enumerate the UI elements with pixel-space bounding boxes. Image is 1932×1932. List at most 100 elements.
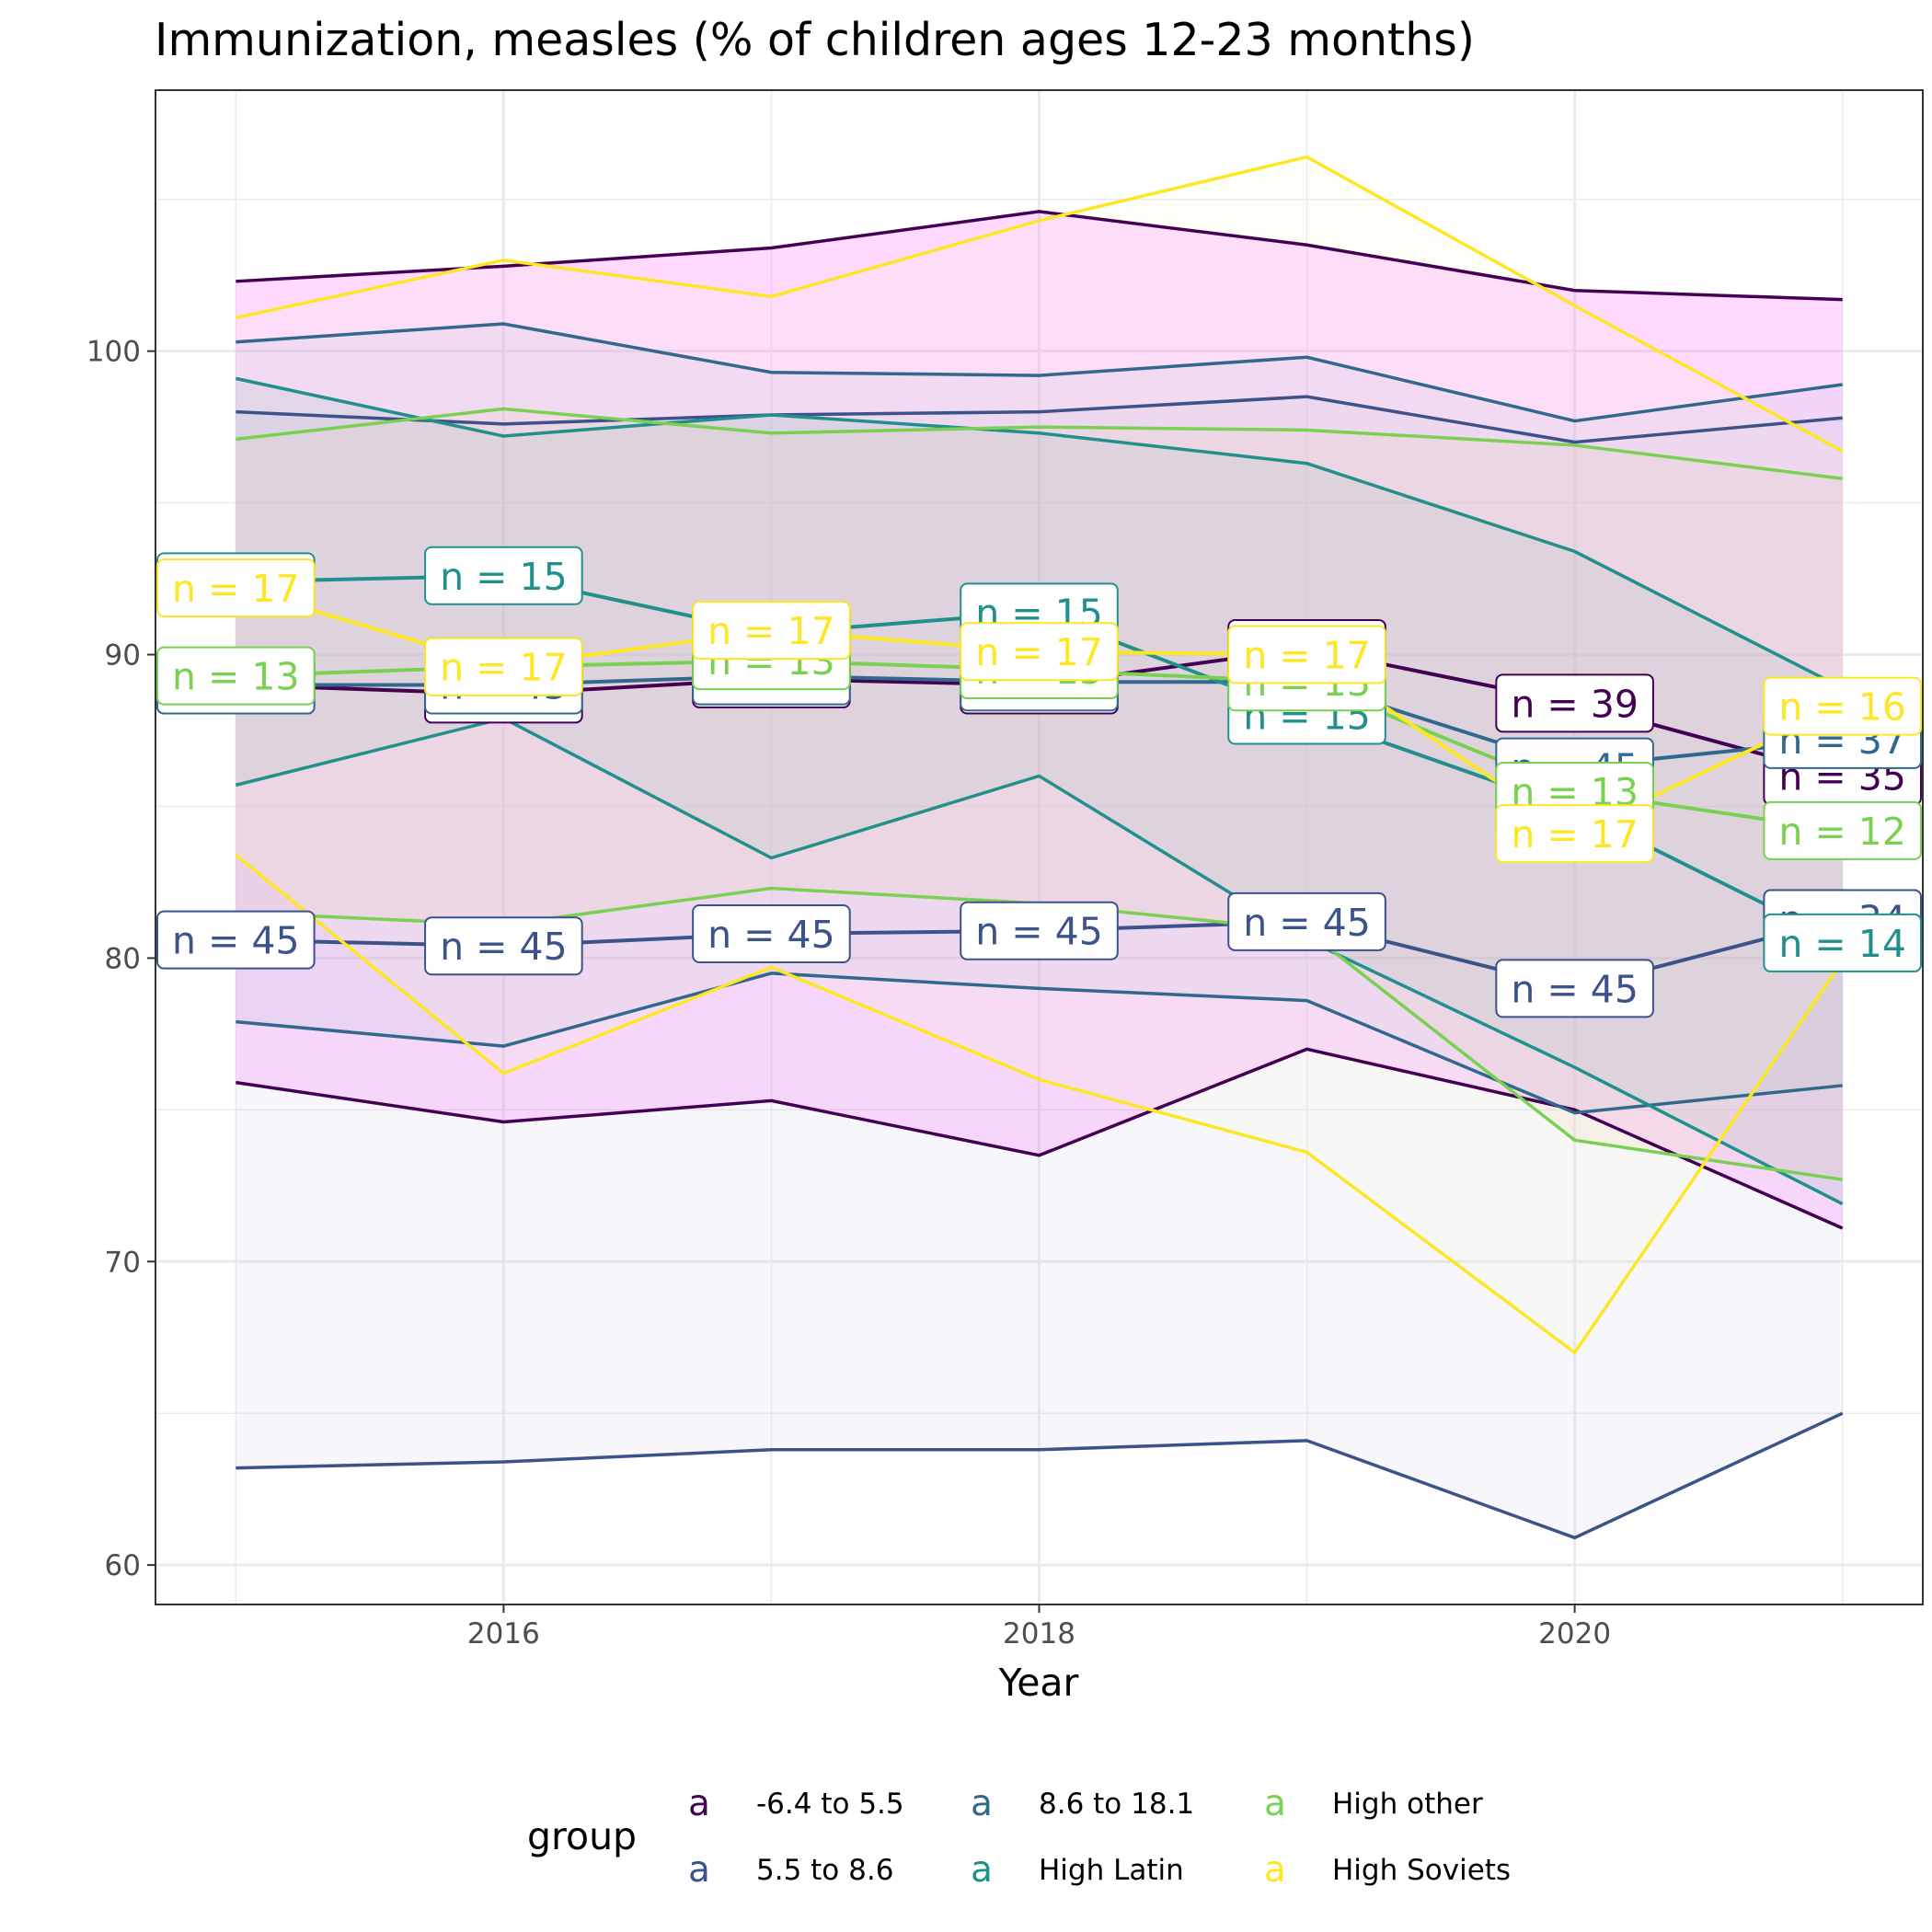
tick-layer: 60 70 80 90 100 2016 2018 2020 xyxy=(86,336,1611,1650)
y-tick-label: 60 xyxy=(105,1549,141,1582)
y-tick-label: 90 xyxy=(105,639,141,673)
chart-title: Immunization, measles (% of children age… xyxy=(155,14,1475,66)
y-tick-label: 100 xyxy=(86,336,141,369)
legend-key: a xyxy=(971,1849,993,1891)
legend-label: -6.4 to 5.5 xyxy=(756,1788,904,1821)
legend-key: a xyxy=(688,1783,710,1824)
n-label-box xyxy=(1763,676,1922,736)
legend-item-2: a 8.6 to 18.1 xyxy=(971,1783,1194,1824)
n-label-box xyxy=(424,546,583,605)
upper-line-1 xyxy=(236,395,1843,444)
n-label-text: n = 45 xyxy=(440,925,568,969)
n-label-box xyxy=(156,558,316,617)
n-label-text: n = 17 xyxy=(975,630,1103,674)
n-label-text: n = 15 xyxy=(440,555,568,599)
x-axis-title: Year xyxy=(998,1661,1079,1705)
x-tick-label: 2020 xyxy=(1538,1617,1611,1650)
legend-title: group xyxy=(527,1814,637,1858)
legend-item-4: a High other xyxy=(1264,1783,1483,1824)
legend-item-3: a High Latin xyxy=(971,1849,1184,1891)
n-label-text: n = 16 xyxy=(1778,685,1906,730)
n-label-box xyxy=(1227,625,1386,684)
legend-key: a xyxy=(688,1849,710,1891)
ribbon-0 xyxy=(236,211,1843,1228)
n-label-text: n = 45 xyxy=(172,919,300,963)
lower-line-2 xyxy=(236,972,1843,1115)
n-label-box xyxy=(1495,673,1654,733)
upper-line-0 xyxy=(236,210,1843,302)
legend-label: High other xyxy=(1332,1788,1483,1821)
n-label-box xyxy=(156,910,316,970)
ribbon-5 xyxy=(236,156,1843,1353)
n-label-5-0: n = 17 xyxy=(156,558,316,617)
n-label-box xyxy=(1495,804,1654,864)
n-label-box xyxy=(1227,891,1386,951)
x-tick-label: 2016 xyxy=(467,1617,540,1650)
grid-layer xyxy=(155,90,1923,1604)
n-label-1-4: n = 45 xyxy=(1227,891,1386,951)
n-label-box xyxy=(1495,959,1654,1018)
n-label-3-6: n = 14 xyxy=(1763,913,1922,972)
n-label-text: n = 12 xyxy=(1778,810,1906,854)
upper-line-3 xyxy=(235,376,1844,690)
legend: group a -6.4 to 5.5 a 5.5 to 8.6 a 8.6 to 18.… xyxy=(527,1783,1511,1891)
n-label-5-2: n = 17 xyxy=(692,601,851,661)
y-tick-label: 80 xyxy=(105,942,141,975)
legend-label: 8.6 to 18.1 xyxy=(1039,1788,1194,1821)
n-label-text: n = 39 xyxy=(1511,682,1639,726)
n-label-text: n = 45 xyxy=(975,910,1103,954)
legend-key: a xyxy=(1264,1849,1286,1891)
n-label-5-5: n = 17 xyxy=(1495,804,1654,864)
n-label-5-1: n = 17 xyxy=(424,637,583,696)
n-label-box xyxy=(692,601,851,661)
lower-line-5 xyxy=(235,853,1845,1355)
legend-item-1: a 5.5 to 8.6 xyxy=(688,1849,893,1891)
lower-line-0 xyxy=(236,1047,1844,1230)
ribbon-4 xyxy=(236,408,1843,1180)
upper-line-2 xyxy=(236,322,1843,423)
n-label-1-0: n = 45 xyxy=(156,910,316,970)
x-tick-label: 2018 xyxy=(1003,1617,1075,1650)
n-label-text: n = 17 xyxy=(1511,812,1639,857)
n-label-5-3: n = 17 xyxy=(960,622,1119,682)
n-label-5-6: n = 16 xyxy=(1763,676,1922,736)
n-label-1-3: n = 45 xyxy=(960,901,1119,960)
n-label-box xyxy=(424,637,583,696)
n-label-text: n = 45 xyxy=(707,913,835,957)
upper-line-4 xyxy=(236,407,1843,480)
n-label-box xyxy=(960,901,1119,960)
n-label-text: n = 13 xyxy=(172,655,300,699)
n-label-box xyxy=(424,916,583,976)
y-tick-label: 70 xyxy=(105,1246,141,1279)
legend-label: High Soviets xyxy=(1332,1854,1511,1887)
n-label-4-6: n = 12 xyxy=(1763,800,1922,860)
legend-key: a xyxy=(1264,1783,1286,1824)
n-label-text: n = 14 xyxy=(1778,922,1906,966)
ribbon-2 xyxy=(236,323,1843,1113)
lower-line-1 xyxy=(236,1411,1844,1540)
n-label-box xyxy=(156,646,316,706)
upper-line-5 xyxy=(235,155,1844,454)
n-label-1-2: n = 45 xyxy=(692,904,851,964)
n-label-box xyxy=(692,904,851,964)
legend-key: a xyxy=(971,1783,993,1824)
n-label-0-5: n = 39 xyxy=(1495,673,1654,733)
legend-item-0: a -6.4 to 5.5 xyxy=(688,1783,904,1824)
legend-label: High Latin xyxy=(1039,1854,1184,1887)
n-label-text: n = 45 xyxy=(1243,901,1371,945)
ribbon-3 xyxy=(236,378,1843,1204)
n-label-text: n = 17 xyxy=(707,609,835,653)
label-layer: n = 44n = 45n = 45n = 45n = 45n = 39n = … xyxy=(156,546,1922,1018)
n-label-box xyxy=(1763,913,1922,972)
n-label-5-4: n = 17 xyxy=(1227,625,1386,684)
n-label-box xyxy=(960,622,1119,682)
n-label-4-0: n = 13 xyxy=(156,646,316,706)
n-label-3-1: n = 15 xyxy=(424,546,583,605)
n-label-1-5: n = 45 xyxy=(1495,959,1654,1018)
legend-label: 5.5 to 8.6 xyxy=(756,1854,893,1887)
n-label-text: n = 17 xyxy=(172,567,300,611)
n-label-text: n = 17 xyxy=(1243,634,1371,678)
legend-item-5: a High Soviets xyxy=(1264,1849,1511,1891)
